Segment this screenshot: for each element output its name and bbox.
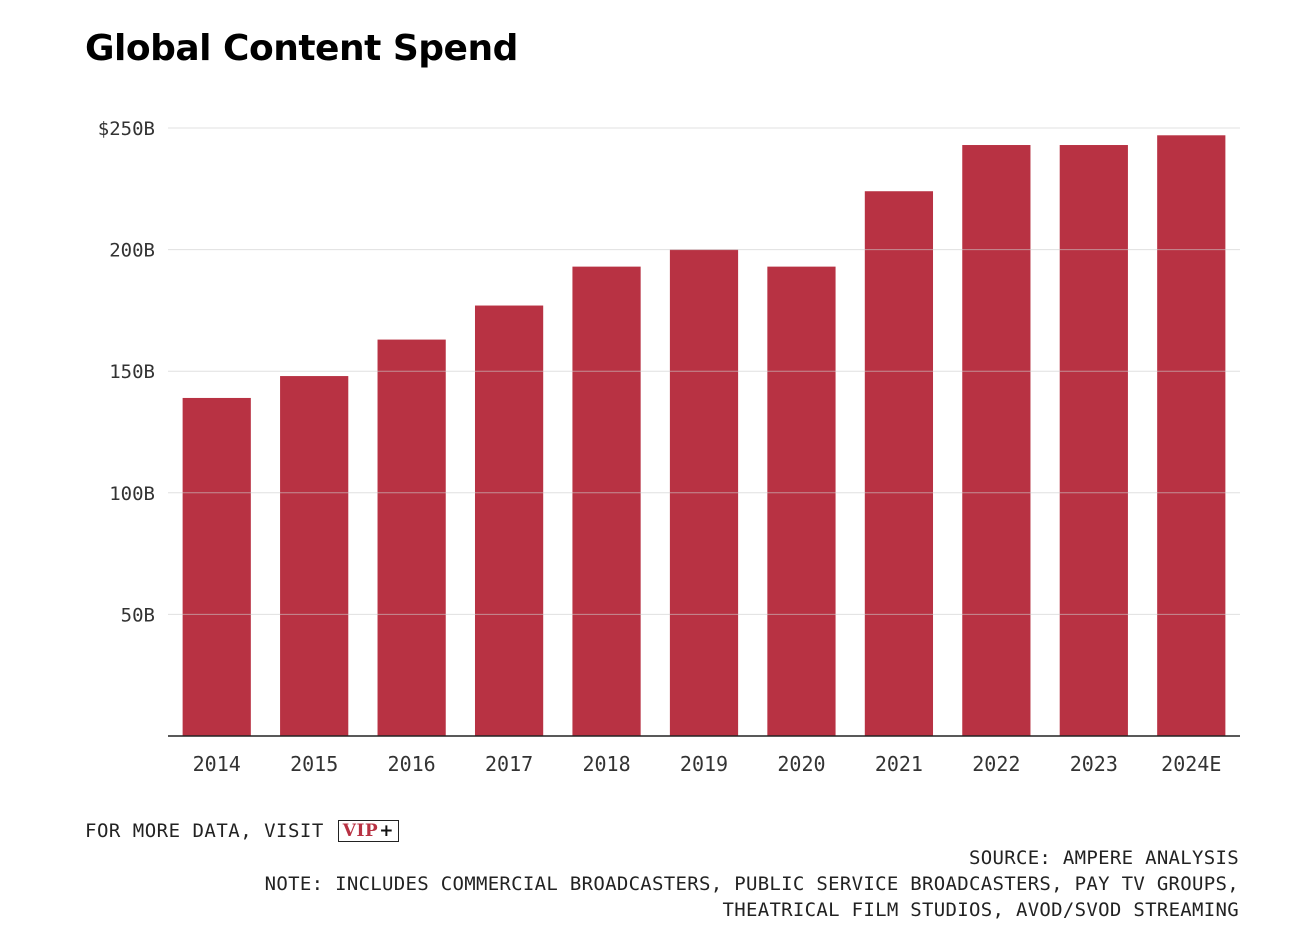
bars <box>182 135 1226 737</box>
y-tick-label: 50B <box>121 604 155 626</box>
x-tick-label: 2020 <box>777 752 825 776</box>
bar-2017 <box>474 305 544 736</box>
bar-2024E <box>1157 135 1226 736</box>
x-tick-label: 2019 <box>680 752 728 776</box>
y-tick-label: $250B <box>98 118 155 140</box>
x-tick-label: 2018 <box>582 752 630 776</box>
x-tick-label: 2023 <box>1070 752 1118 776</box>
y-tick-label: 200B <box>109 240 155 262</box>
bar-2014 <box>182 397 251 736</box>
bar-2016 <box>377 339 446 736</box>
x-tick-label: 2016 <box>388 752 436 776</box>
bar-2021 <box>864 191 934 736</box>
bar-2023 <box>1059 145 1128 737</box>
x-tick-label: 2015 <box>290 752 338 776</box>
x-tick-label: 2017 <box>485 752 533 776</box>
source-note: SOURCE: AMPERE ANALYSIS <box>969 847 1239 869</box>
note-line-2: THEATRICAL FILM STUDIOS, AVOD/SVOD STREA… <box>722 899 1239 921</box>
vip-logo-text: VIP <box>342 821 379 841</box>
bar-2015 <box>280 376 349 736</box>
x-axis-ticks: 2014 2015 2016 2017 2018 2019 2020 2021 2022 2023… <box>193 752 1222 776</box>
vip-plus-logo[interactable]: VIP + <box>337 820 399 842</box>
x-tick-label: 2022 <box>972 752 1020 776</box>
x-tick-label: 2014 <box>193 752 241 776</box>
note-line-1: NOTE: INCLUDES COMMERCIAL BROADCASTERS, … <box>264 873 1239 895</box>
footer-notes: SOURCE: AMPERE ANALYSIS NOTE: INCLUDES C… <box>265 845 1239 923</box>
visit-label: FOR MORE DATA, VISIT <box>85 820 324 842</box>
x-tick-label: 2024E <box>1161 752 1221 776</box>
bar-2022 <box>962 145 1031 737</box>
x-tick-label: 2021 <box>875 752 923 776</box>
y-tick-label: 150B <box>109 361 155 383</box>
bar-2018 <box>572 266 641 736</box>
y-tick-label: 100B <box>109 483 155 505</box>
plus-icon: + <box>379 821 394 841</box>
y-axis-ticks: 50B 100B 150B 200B $250B <box>98 118 155 626</box>
bar-2020 <box>767 266 836 736</box>
gridlines <box>168 127 1240 615</box>
chart-title: Global Content Spend <box>85 28 518 69</box>
more-data-link[interactable]: FOR MORE DATA, VISIT VIP + <box>85 820 399 842</box>
